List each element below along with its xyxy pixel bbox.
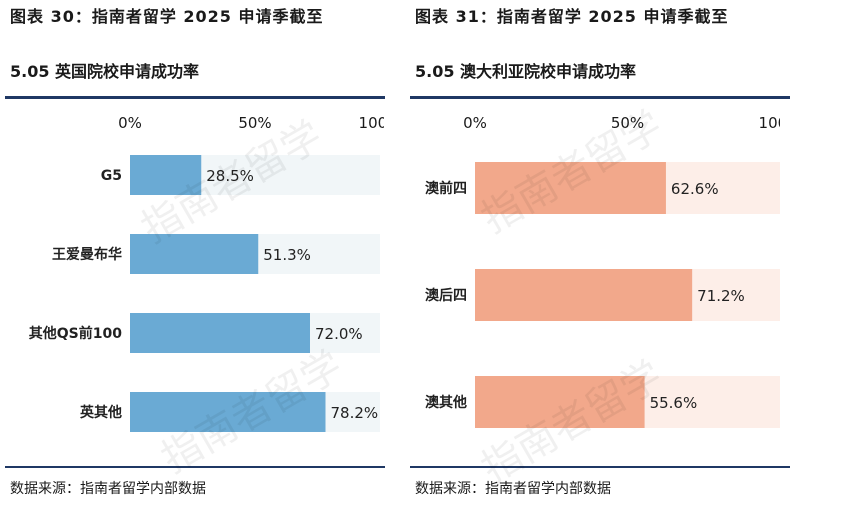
- top-rule: [410, 96, 790, 99]
- bottom-rule: [5, 466, 385, 468]
- bar: [475, 269, 693, 321]
- x-tick-label: 50%: [611, 114, 644, 132]
- category-label: 王爱曼布华: [52, 246, 122, 263]
- category-label: 英其他: [79, 404, 122, 421]
- figure-subtitle: 5.05 澳大利亚院校申请成功率: [415, 62, 637, 81]
- figure-panel-uk: 图表 30：指南者留学 2025 申请季截至 5.05 英国院校申请成功率 0%…: [0, 0, 390, 509]
- category-label: 其他QS前100: [29, 325, 122, 342]
- x-tick-label: 0%: [463, 114, 487, 132]
- data-label: 62.6%: [671, 180, 719, 198]
- data-label: 71.2%: [697, 287, 745, 305]
- australia-bar-chart: 0% 50% 100% 澳前四 62.6% 澳后四 71.2% 澳其他 55.6%: [425, 114, 780, 428]
- top-rule: [5, 96, 385, 99]
- figure-title: 图表 31：指南者留学 2025 申请季截至: [415, 7, 729, 26]
- bar: [130, 155, 202, 195]
- data-label: 55.6%: [650, 394, 698, 412]
- bar: [130, 313, 310, 353]
- x-tick-label: 100%: [759, 114, 780, 132]
- category-label: 澳其他: [425, 394, 467, 411]
- data-label: 72.0%: [315, 325, 363, 343]
- bottom-rule: [410, 466, 790, 468]
- category-label: 澳后四: [425, 287, 467, 304]
- x-tick-label: 100%: [359, 114, 384, 132]
- source-note: 数据来源：指南者留学内部数据: [415, 481, 611, 497]
- figure-panel-australia: 图表 31：指南者留学 2025 申请季截至 5.05 澳大利亚院校申请成功率 …: [405, 0, 795, 509]
- bar: [130, 234, 259, 274]
- data-label: 28.5%: [206, 167, 254, 185]
- data-label: 51.3%: [263, 246, 311, 264]
- category-label: G5: [101, 168, 122, 184]
- x-tick-label: 0%: [118, 114, 142, 132]
- category-label: 澳前四: [425, 180, 467, 197]
- bar: [475, 376, 645, 428]
- bar: [130, 392, 326, 432]
- uk-bar-chart: 0% 50% 100% G5 28.5% 王爱曼布华 51.3% 其他QS前100 72.0% 英…: [29, 114, 384, 432]
- source-note: 数据来源：指南者留学内部数据: [10, 481, 206, 497]
- x-tick-label: 50%: [238, 114, 271, 132]
- figure-subtitle: 5.05 英国院校申请成功率: [10, 62, 200, 81]
- bar: [475, 162, 666, 214]
- figure-title: 图表 30：指南者留学 2025 申请季截至: [10, 7, 324, 26]
- data-label: 78.2%: [331, 404, 379, 422]
